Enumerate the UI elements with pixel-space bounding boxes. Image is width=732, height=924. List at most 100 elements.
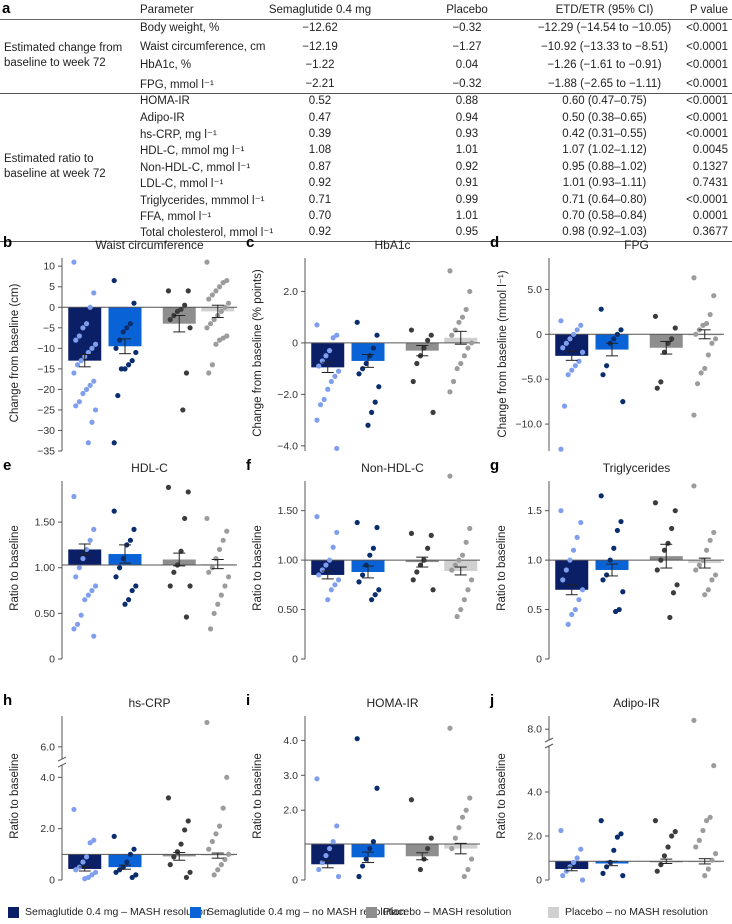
- chart-plot: 0 2.0 4.0 6.0: [40, 716, 237, 887]
- table-cell: LDL-C, mmol l⁻¹: [140, 178, 224, 191]
- data-point: [702, 873, 708, 879]
- legend-swatch: [190, 906, 201, 918]
- data-point: [569, 367, 575, 373]
- data-point: [185, 818, 191, 824]
- data-point: [367, 552, 373, 558]
- data-point: [73, 574, 79, 580]
- table-cell: −10.92 (−13.33 to −8.51): [541, 40, 668, 53]
- legend-item: Placebo – MASH resolution: [366, 906, 511, 918]
- chart-plot: 10 5 0 −5 −10 −15 −20 −25 −30 −35: [37, 258, 237, 458]
- data-point: [461, 873, 467, 880]
- chart-title: FPG: [624, 238, 649, 252]
- data-point: [574, 534, 580, 540]
- data-point: [85, 349, 91, 356]
- chart-plot: 0 0.50 1.00 1.50: [278, 473, 480, 666]
- table-cell: HbA1c, %: [140, 59, 192, 72]
- data-point: [83, 321, 90, 327]
- data-point: [598, 818, 604, 824]
- data-point: [467, 288, 473, 295]
- data-point: [691, 275, 697, 281]
- data-point: [620, 589, 626, 595]
- data-point: [459, 552, 466, 558]
- table-cell: 0.50 (0.38–0.65): [562, 111, 647, 124]
- data-point: [703, 818, 710, 824]
- data-point: [705, 587, 711, 593]
- data-point: [430, 409, 436, 415]
- data-point: [180, 407, 186, 413]
- data-point: [211, 610, 217, 616]
- data-point: [89, 587, 95, 594]
- data-point: [707, 814, 713, 820]
- data-point: [672, 508, 678, 514]
- legend-swatch: [8, 906, 19, 918]
- legend-swatch: [548, 906, 559, 918]
- table-cell: Adipo-IR: [140, 111, 185, 124]
- data-point: [452, 327, 458, 333]
- data-point: [167, 316, 173, 323]
- legend-swatch: [366, 906, 377, 918]
- data-point: [335, 577, 342, 583]
- data-point: [654, 868, 660, 874]
- data-point: [669, 336, 675, 342]
- data-point: [326, 348, 333, 354]
- legend-label: Semaglutide 0.4 mg – no MASH resolution: [207, 906, 406, 918]
- table-cell: <0.0001: [686, 22, 728, 35]
- chart-panel-j: j Adipo-IR Ratio to baseline 0 2.0 4.0 8.0: [487, 690, 730, 887]
- data-point: [425, 337, 431, 343]
- data-point: [428, 835, 434, 841]
- data-point: [218, 592, 224, 598]
- data-point: [576, 358, 582, 364]
- table-cell: Non-HDL-C, mmol l⁻¹: [140, 161, 251, 174]
- data-point: [317, 402, 324, 408]
- panel-letter: g: [490, 457, 500, 474]
- data-point: [127, 851, 133, 857]
- data-point: [560, 345, 566, 351]
- chart-title: HDL-C: [131, 461, 168, 475]
- data-point: [332, 582, 338, 588]
- data-point: [414, 569, 420, 575]
- data-point: [216, 546, 223, 553]
- data-point: [220, 805, 226, 811]
- chart-title: Triglycerides: [602, 461, 671, 475]
- data-point: [558, 318, 564, 324]
- table-cell: 0.47: [308, 111, 332, 124]
- data-point: [174, 849, 181, 855]
- data-point: [693, 844, 699, 850]
- data-point: [211, 872, 217, 878]
- data-point: [558, 508, 564, 514]
- data-point: [652, 500, 659, 506]
- data-point: [80, 390, 86, 397]
- data-point: [83, 854, 90, 860]
- panel-letter: b: [3, 234, 13, 251]
- data-point: [225, 574, 232, 580]
- data-point: [165, 795, 172, 801]
- data-point: [465, 866, 471, 873]
- data-point: [614, 331, 620, 337]
- data-point: [185, 288, 191, 294]
- table-row: Non-HDL-C, mmol l⁻¹ 0.87 0.92 0.95 (0.88–1.…: [0, 159, 732, 175]
- table-cell: 0.42 (0.31–0.55): [562, 127, 647, 140]
- data-point: [330, 839, 336, 845]
- data-point: [92, 407, 99, 413]
- data-point: [122, 601, 128, 607]
- divider: [0, 240, 732, 242]
- data-point: [670, 590, 677, 596]
- table-cell: 0.39: [308, 127, 332, 140]
- chart-panel-f: f Non-HDL-C Ratio to baseline 0 0.50 1.00 1.50: [243, 455, 486, 666]
- data-point: [611, 545, 617, 551]
- data-point: [600, 372, 606, 378]
- table-cell: Triglycerides, mmmol l⁻¹: [140, 194, 265, 207]
- table-cell: −0.32: [452, 22, 482, 35]
- data-point: [117, 867, 123, 873]
- table-cell: 0.92: [455, 160, 479, 173]
- data-point: [572, 606, 578, 613]
- axis-break-mark: [544, 743, 554, 749]
- data-point: [111, 508, 117, 514]
- y-tick-label: −5: [43, 322, 55, 334]
- table-cell: 1.01: [455, 209, 479, 222]
- data-point: [365, 422, 371, 428]
- panel-letter: h: [3, 692, 13, 709]
- data-point: [76, 565, 82, 571]
- table-cell: 1.01 (0.93–1.11): [562, 177, 647, 190]
- row-group-label: Estimated ratio to baseline at week 72: [4, 152, 106, 180]
